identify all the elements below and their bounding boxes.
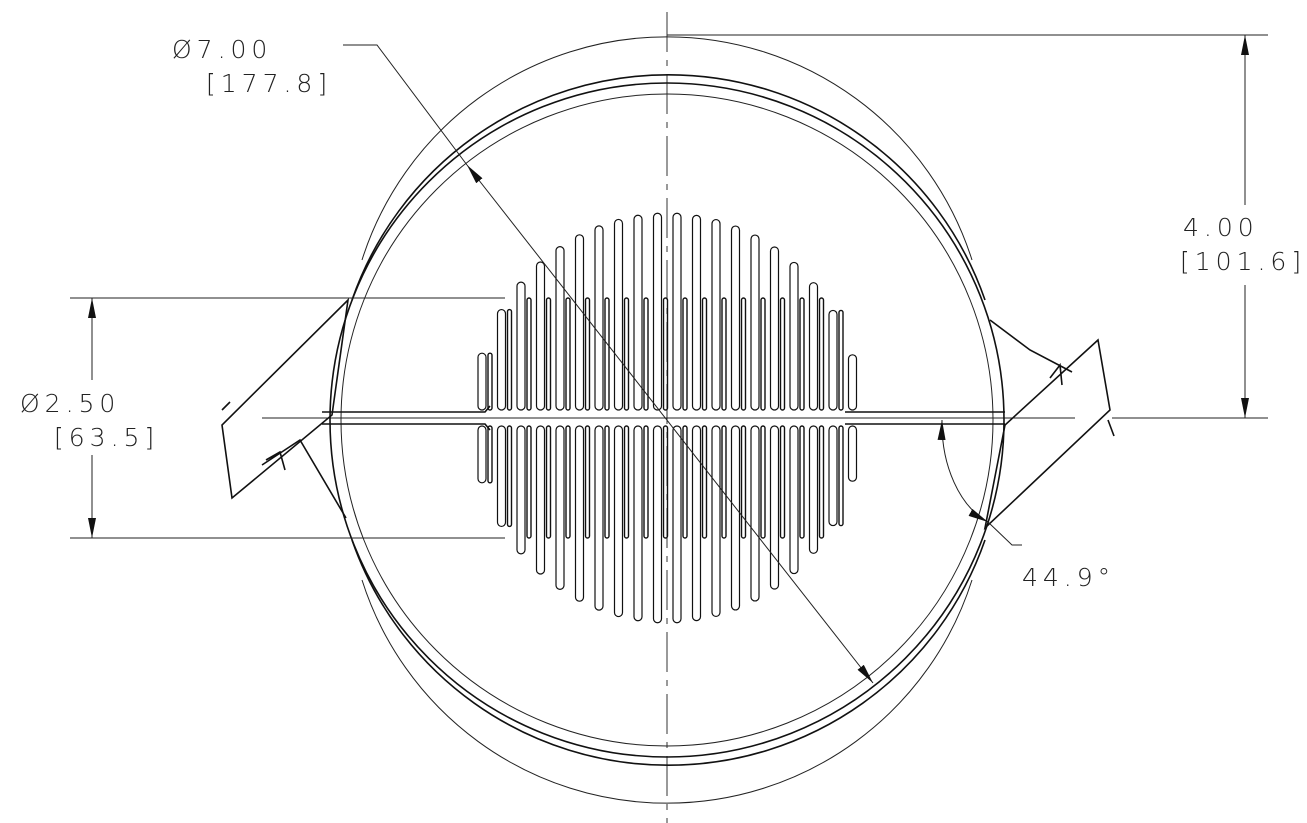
slot	[701, 425, 708, 539]
slot	[828, 309, 838, 411]
dimension-line	[466, 164, 874, 684]
slot	[828, 425, 838, 527]
slot	[535, 425, 546, 575]
slot	[779, 297, 786, 411]
slot	[496, 308, 507, 411]
slot	[808, 425, 819, 554]
right-wing-detail	[989, 319, 1115, 437]
slot	[516, 425, 526, 555]
slot	[691, 214, 702, 411]
slot	[701, 297, 708, 411]
slot	[721, 297, 727, 411]
slot	[565, 425, 571, 539]
slot	[769, 425, 780, 590]
slot	[652, 425, 663, 624]
slot	[633, 214, 643, 411]
slot	[633, 425, 643, 622]
slot	[662, 425, 669, 539]
slot	[672, 212, 682, 411]
slot	[623, 297, 630, 411]
slot	[847, 354, 858, 411]
slot	[487, 352, 493, 411]
slot	[789, 425, 799, 575]
dimension-label: Ø2.50	[20, 389, 120, 418]
slot	[730, 225, 741, 411]
dimension-secondary: [177.8]	[206, 69, 332, 98]
angle-arc	[937, 419, 989, 523]
slot	[682, 297, 688, 411]
rim-top	[361, 36, 973, 261]
slot	[740, 297, 747, 411]
slot	[818, 425, 825, 539]
slot	[740, 425, 747, 539]
dimension-label: 44.9°	[1022, 563, 1115, 592]
slot	[584, 297, 591, 411]
slot	[584, 425, 591, 539]
body-circle	[329, 82, 1005, 758]
slot	[555, 246, 565, 411]
slot	[711, 425, 721, 618]
dimension-label: 4.00	[1183, 213, 1259, 242]
slot	[750, 234, 760, 411]
slot	[535, 261, 546, 411]
slot	[623, 425, 630, 539]
outer-arc-top	[351, 74, 986, 301]
slot	[799, 297, 805, 411]
slot	[565, 297, 571, 411]
slot	[818, 297, 825, 411]
slot	[730, 425, 741, 611]
right-wing	[983, 338, 1111, 531]
slot	[477, 352, 487, 411]
slot	[545, 425, 552, 539]
slot	[789, 261, 799, 411]
slot	[594, 225, 604, 411]
slot	[779, 425, 786, 539]
slot	[643, 425, 649, 539]
slot	[506, 425, 513, 528]
slot	[516, 281, 526, 411]
slot	[477, 425, 487, 484]
rim-bottom	[361, 579, 973, 804]
left-wing-detail	[221, 401, 347, 519]
slot	[652, 212, 663, 411]
slot	[604, 425, 610, 539]
leader	[343, 44, 468, 166]
slot	[750, 425, 760, 602]
slot	[760, 425, 766, 539]
outer-arc-bottom	[351, 539, 986, 766]
slot	[545, 297, 552, 411]
slot	[662, 297, 669, 411]
slot	[526, 425, 532, 539]
slot	[672, 425, 682, 624]
inner-circle	[340, 93, 994, 747]
slot	[838, 425, 844, 527]
dimension-secondary: [63.5]	[54, 423, 159, 452]
slot	[838, 309, 844, 411]
slot	[506, 308, 513, 411]
slot	[496, 425, 507, 528]
slot	[613, 218, 624, 411]
slot	[526, 297, 532, 411]
slot	[613, 425, 624, 618]
slot	[721, 425, 727, 539]
slot	[769, 246, 780, 411]
slot	[594, 425, 604, 611]
dimension-secondary: [101.6]	[1180, 247, 1306, 276]
slot	[760, 297, 766, 411]
dimension-label: Ø7.00	[172, 35, 272, 64]
slot	[487, 425, 493, 484]
leader	[987, 521, 1022, 546]
slot	[574, 425, 585, 602]
slot	[808, 282, 819, 411]
slot	[847, 425, 858, 482]
slot	[711, 218, 721, 411]
slot	[604, 297, 610, 411]
slot	[691, 425, 702, 622]
slot	[799, 425, 805, 539]
left-wing	[221, 297, 350, 500]
slot	[574, 234, 585, 411]
slot	[555, 425, 565, 590]
